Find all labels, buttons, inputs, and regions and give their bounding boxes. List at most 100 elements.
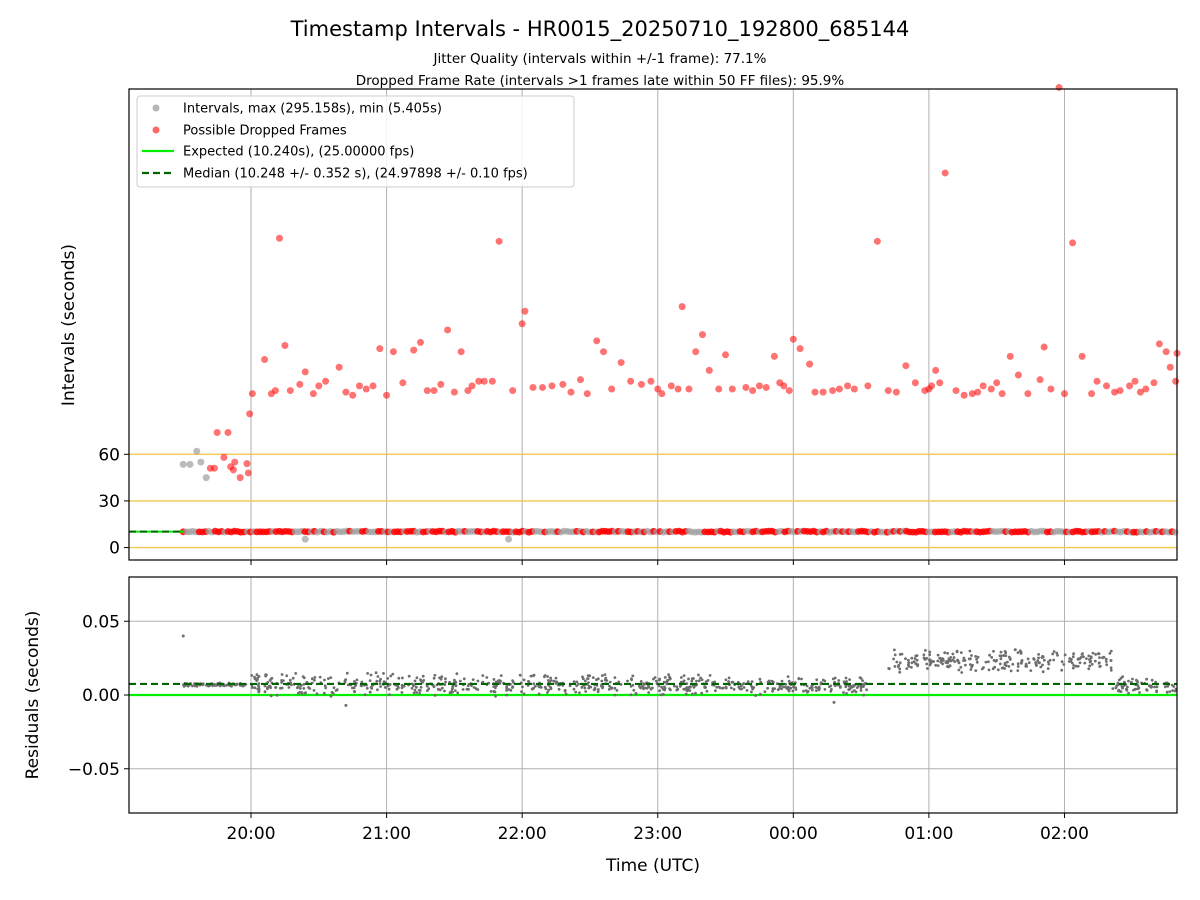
- interval-point: [202, 474, 210, 482]
- residual-point: [737, 685, 741, 689]
- residual-point: [928, 650, 932, 654]
- residual-point: [613, 693, 617, 697]
- dropped-frame-point: [987, 385, 995, 393]
- dropped-frame-point: [647, 377, 655, 385]
- residual-point: [789, 686, 793, 690]
- residual-point: [330, 690, 334, 694]
- residual-point: [1006, 660, 1009, 664]
- dropped-frame-point: [475, 377, 483, 385]
- residual-point: [1155, 685, 1159, 688]
- residual-point: [1037, 656, 1040, 660]
- dropped-frame-point: [850, 385, 858, 393]
- residual-point: [400, 683, 404, 687]
- dropped-frame-point: [509, 387, 517, 395]
- residual-point: [1137, 686, 1141, 690]
- residual-point: [663, 685, 666, 689]
- residual-point: [1116, 681, 1120, 685]
- residual-point: [544, 687, 548, 691]
- residual-point: [751, 687, 755, 691]
- residual-point: [1096, 652, 1100, 656]
- residual-point: [685, 682, 689, 685]
- dropped-frame-point: [423, 387, 431, 395]
- residual-point: [802, 689, 805, 693]
- residual-point: [263, 684, 267, 688]
- residual-point: [859, 686, 863, 690]
- dropped-frame-point: [722, 351, 730, 359]
- residual-point: [1155, 690, 1158, 694]
- residual-point: [1131, 677, 1134, 681]
- residual-point: [924, 649, 927, 652]
- residual-point: [418, 692, 421, 695]
- dropped-frame-point: [322, 377, 330, 385]
- dropped-frame-point: [1116, 387, 1124, 395]
- residual-point: [838, 685, 842, 688]
- dropped-frame-point: [705, 366, 713, 374]
- residual-point: [613, 686, 617, 690]
- residual-point: [520, 690, 523, 694]
- residual-point: [410, 686, 414, 690]
- residual-point: [386, 677, 390, 680]
- residual-point: [742, 682, 746, 685]
- residual-point: [587, 686, 591, 690]
- residual-point: [668, 675, 671, 679]
- residual-point: [412, 684, 415, 688]
- residual-point: [563, 689, 567, 693]
- residual-point: [257, 687, 261, 691]
- dropped-frame-point: [678, 303, 686, 311]
- residual-point: [739, 684, 743, 688]
- residual-point: [1003, 667, 1006, 670]
- residual-point: [703, 686, 706, 689]
- residual-point: [191, 684, 194, 688]
- legend: Intervals, max (295.158s), min (5.405s) …: [136, 95, 575, 188]
- dropped-frame-point: [1166, 363, 1174, 371]
- residual-point: [900, 652, 904, 656]
- residual-point: [596, 690, 600, 694]
- residual-point: [603, 673, 607, 676]
- residual-point: [904, 657, 907, 661]
- dropped-frame-point: [521, 307, 529, 315]
- residual-point: [334, 689, 338, 692]
- dropped-frame-point: [355, 382, 363, 390]
- residual-point: [690, 679, 694, 683]
- x-tick-label: 00:00: [769, 824, 818, 844]
- residual-point: [1104, 657, 1108, 661]
- residual-point: [413, 679, 417, 683]
- residual-point: [943, 651, 947, 655]
- residual-point: [425, 684, 429, 688]
- residual-point: [815, 678, 819, 682]
- intervals-y-tick-label: 30: [98, 492, 120, 512]
- residual-point: [1072, 664, 1076, 667]
- residual-point: [688, 685, 692, 689]
- dropped-frame-point: [399, 379, 407, 387]
- residual-point: [269, 694, 273, 698]
- residual-point: [998, 654, 1002, 658]
- intervals-y-axis: 0 30 60: [98, 445, 129, 559]
- residual-point: [721, 686, 724, 690]
- residual-point: [546, 675, 549, 678]
- residual-point: [1047, 662, 1051, 666]
- dropped-frame-point: [993, 379, 1001, 387]
- dropped-frame-point: [806, 360, 814, 368]
- residual-point: [987, 668, 991, 672]
- dropped-frame-point: [873, 237, 881, 245]
- residual-point: [859, 677, 863, 680]
- residual-point: [440, 686, 444, 690]
- residual-point: [969, 668, 973, 671]
- residual-point: [962, 656, 966, 660]
- residual-point: [647, 691, 651, 694]
- residual-point: [401, 676, 404, 680]
- residual-point: [956, 659, 960, 662]
- residual-point: [964, 663, 967, 667]
- residual-point: [1138, 691, 1141, 694]
- residual-point: [831, 677, 835, 681]
- residual-point: [280, 673, 284, 676]
- residual-point: [537, 692, 541, 696]
- residual-point: [494, 680, 498, 684]
- residual-point: [865, 688, 868, 692]
- x-tick-label: 22:00: [498, 824, 547, 844]
- dropped-frame-point: [248, 390, 256, 398]
- residual-point: [575, 680, 579, 684]
- residual-point: [494, 694, 497, 698]
- residual-point: [934, 663, 938, 667]
- legend-intervals-label: Intervals, max (295.158s), min (5.405s): [183, 102, 442, 117]
